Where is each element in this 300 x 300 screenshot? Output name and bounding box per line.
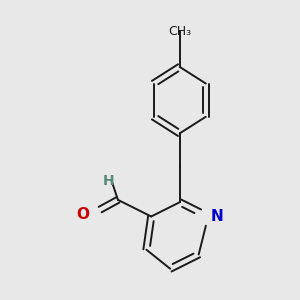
Text: H: H xyxy=(103,174,114,188)
Text: CH₃: CH₃ xyxy=(168,25,191,38)
Text: O: O xyxy=(76,207,89,222)
Text: N: N xyxy=(211,209,224,224)
